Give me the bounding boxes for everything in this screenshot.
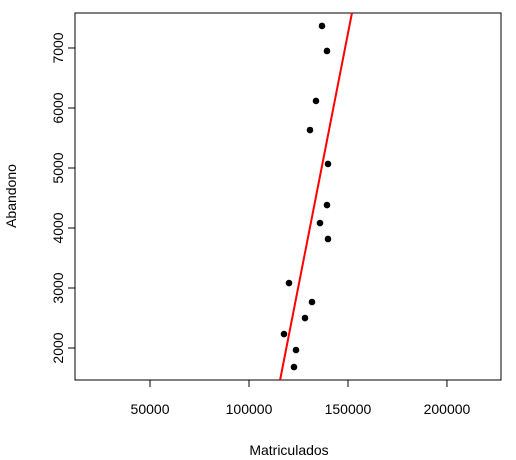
plot-frame [74, 12, 502, 381]
point [301, 314, 309, 322]
point [306, 126, 314, 134]
point [323, 47, 331, 55]
point [324, 235, 332, 243]
y-tick-label: 6000 [50, 92, 66, 123]
point [290, 363, 298, 371]
y-tick-label: 2000 [50, 332, 66, 363]
y-tick-label: 5000 [50, 152, 66, 183]
point [316, 219, 324, 227]
y-tick-label: 4000 [50, 212, 66, 243]
x-tick-label: 100000 [226, 401, 273, 417]
y-tick-label: 7000 [50, 32, 66, 63]
regression-line [279, 12, 353, 381]
point [285, 279, 293, 287]
point [324, 160, 332, 168]
point [280, 330, 288, 338]
point [323, 201, 331, 209]
point [318, 22, 326, 30]
point [308, 298, 316, 306]
point [292, 346, 300, 354]
x-tick-label: 50000 [131, 401, 170, 417]
x-tick-label: 200000 [424, 401, 471, 417]
point [312, 97, 320, 105]
x-axis-label: Matriculados [249, 442, 328, 458]
y-tick-label: 3000 [50, 272, 66, 303]
x-tick-label: 150000 [325, 401, 372, 417]
y-axis-label: Abandono [3, 164, 19, 228]
